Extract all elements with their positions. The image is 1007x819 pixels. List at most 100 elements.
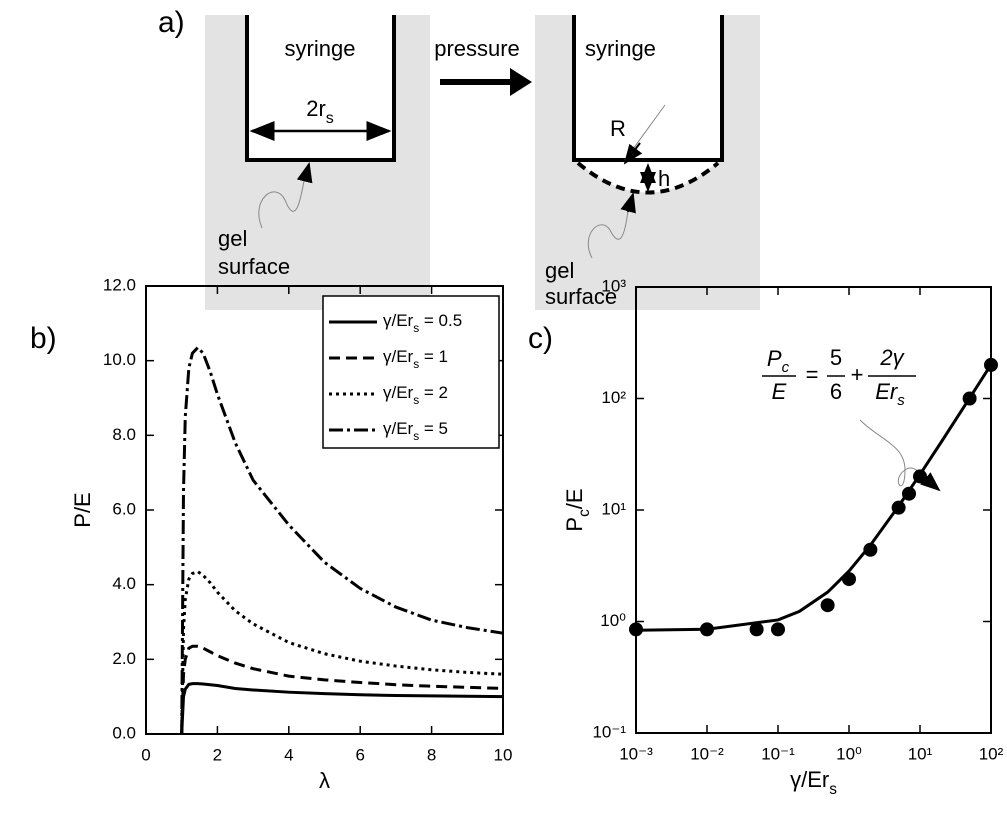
legend-label-part: γ/Er: [383, 383, 414, 402]
line-series: [180, 569, 504, 735]
leader: [587, 209, 629, 259]
line-series: [180, 644, 504, 735]
data-point: [771, 622, 785, 637]
height-label: h: [658, 166, 670, 191]
y-axis-label-part: P/E: [70, 492, 95, 527]
data-point: [913, 469, 927, 484]
fit-line: [635, 363, 993, 632]
width-label-main: 2r: [306, 96, 326, 121]
gel-label: gel: [218, 226, 247, 251]
charts: b) 0 2 4 6 8 10 0.0 2.0 4.0 6.0 8.0 10.0 12.0 λ P/E γ/Er…: [30, 275, 1004, 797]
x-tick-label: 10⁻²: [690, 744, 724, 763]
x-tick-label: 6: [355, 745, 364, 764]
data-point: [902, 486, 917, 501]
surface-label: surface: [218, 254, 290, 279]
eq-t1-num: 5: [830, 345, 842, 370]
y-tick-label: 10.0: [103, 350, 136, 369]
leader-arrow: [296, 162, 313, 184]
line-series: [180, 345, 504, 735]
data-point: [962, 391, 977, 406]
width-label: 2rs: [306, 96, 334, 127]
pressure-arrowhead: [510, 68, 532, 96]
legend-label-part: γ/Er: [383, 347, 414, 366]
leader-arrow: [620, 192, 636, 214]
y-tick-label: 12.0: [103, 275, 136, 294]
legend-label-sub: s: [413, 429, 419, 443]
y-axis-label-sub: c: [576, 509, 593, 517]
panel-label: c): [528, 322, 553, 355]
y-tick-label: 10⁰: [600, 611, 626, 630]
eq-part: Er: [875, 379, 899, 404]
panel-label: a): [158, 6, 185, 39]
y-tick-label: 10³: [601, 276, 626, 295]
line-series: [180, 682, 504, 735]
x-axis-label-part: λ: [319, 768, 330, 793]
x-axis-label: γ/Ers: [790, 767, 837, 798]
x-tick-label: 10¹: [908, 744, 933, 763]
leader-arrow: [920, 472, 941, 492]
x-tick-label: 4: [284, 745, 293, 764]
y-tick-label: 10⁻¹: [592, 722, 626, 741]
y-tick-label: 10¹: [601, 499, 626, 518]
y-tick-label: 8.0: [112, 425, 136, 444]
y-tick-label: 6.0: [112, 499, 136, 518]
panel-label: b): [30, 322, 57, 355]
diagram: a) syringe 2rs gel surface pressure syri…: [158, 6, 760, 310]
eq-t2-den: Ers: [875, 379, 905, 410]
gel-surface-curve: [576, 161, 720, 195]
y-axis-label: Pc/E: [562, 488, 593, 531]
y-tick-label: 2.0: [112, 649, 136, 668]
x-tick-label: 10²: [979, 744, 1004, 763]
leader: [258, 174, 306, 229]
radius-label: R: [610, 116, 626, 141]
y-tick-label: 4.0: [112, 574, 136, 593]
data-point: [629, 622, 643, 637]
plot-frame: [635, 286, 992, 734]
syringe-wall: [245, 15, 396, 162]
x-axis-label-part: γ/Er: [790, 767, 829, 792]
eq-part: P: [767, 346, 782, 371]
gel-label: gel: [545, 258, 574, 283]
eq-t1-den: 6: [830, 379, 842, 404]
eq-lhs-num: Pc: [767, 346, 790, 377]
arrow-label: pressure: [434, 36, 520, 61]
syringe-label: syringe: [585, 36, 656, 61]
legend-label: γ/Ers = 2: [383, 383, 448, 407]
data-point: [863, 542, 878, 557]
syringe-wall: [572, 15, 724, 162]
legend-label: γ/Ers = 0.5: [383, 311, 462, 335]
eq-t2-num: 2γ: [879, 345, 905, 370]
eq-equals: =: [806, 362, 819, 387]
x-tick-label: 10: [494, 745, 513, 764]
syringe-body: [574, 15, 722, 160]
x-tick-label: 10⁻³: [619, 744, 653, 763]
syringe-label: syringe: [285, 36, 356, 61]
x-tick-label: 2: [213, 745, 222, 764]
data-point: [984, 357, 998, 372]
radius-arrow: [623, 142, 643, 165]
x-axis-label-sub: s: [829, 781, 837, 798]
y-tick-label: 0.0: [112, 723, 136, 742]
y-axis-label-part: P: [562, 517, 587, 532]
x-tick-label: 10⁻¹: [761, 744, 795, 763]
legend-label-part: γ/Er: [383, 419, 414, 438]
legend-label-sub: s: [413, 357, 419, 371]
legend-label-sub: s: [413, 393, 419, 407]
width-label-sub: s: [326, 110, 334, 127]
legend-label: γ/Ers = 5: [383, 419, 448, 443]
legend-label-part: γ/Er: [383, 311, 414, 330]
data-point: [891, 500, 906, 515]
legend-label-sub: s: [413, 321, 419, 335]
equation: Pc E = 5 6 + 2γ Ers: [762, 345, 941, 492]
x-tick-label: 0: [141, 745, 150, 764]
y-axis-label: P/E: [70, 492, 95, 527]
surface-label: surface: [545, 284, 617, 309]
x-tick-label: 10⁰: [836, 744, 862, 763]
data-point: [749, 622, 764, 637]
eq-lhs-den: E: [772, 379, 787, 404]
eq-part-sub: s: [897, 392, 905, 409]
data-point: [820, 598, 835, 613]
eq-part-sub: c: [782, 359, 790, 376]
legend-label-part: = 0.5: [419, 311, 462, 330]
